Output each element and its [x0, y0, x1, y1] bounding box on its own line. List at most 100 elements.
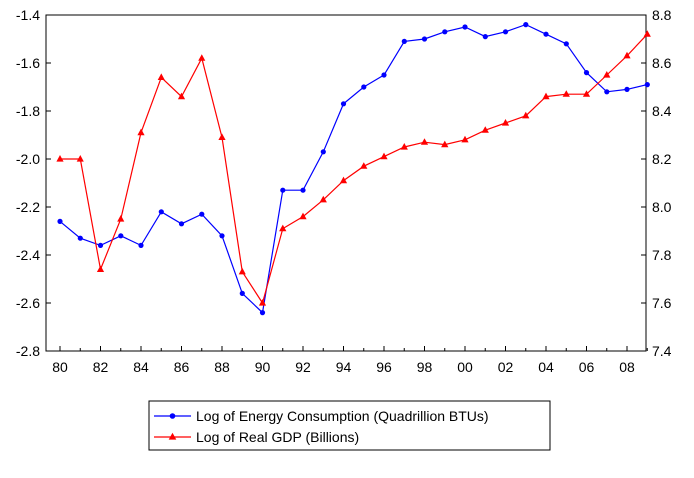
x-tick-label: 06	[579, 359, 595, 375]
gdp-point	[441, 140, 449, 148]
energy-point	[259, 310, 266, 316]
gdp-point	[522, 111, 530, 119]
energy-point	[401, 38, 407, 45]
energy-point	[340, 101, 347, 107]
x-tick-label: 82	[93, 359, 109, 375]
series-layer	[56, 22, 651, 316]
series-line-energy	[59, 23, 648, 314]
energy-point	[118, 233, 124, 239]
energy-point	[199, 211, 205, 217]
x-tick-label: 86	[174, 359, 190, 375]
energy-point	[300, 187, 306, 193]
gdp-point	[157, 73, 165, 80]
left-tick-label: -1.8	[16, 103, 40, 119]
energy-point	[543, 31, 549, 37]
legend-energy-label: Log of Energy Consumption (Quadrillion B…	[196, 408, 489, 424]
legend: Log of Energy Consumption (Quadrillion B…	[148, 400, 551, 451]
gdp-point	[198, 54, 206, 61]
gdp-point	[279, 224, 287, 232]
energy-point	[644, 82, 650, 88]
gdp-point	[137, 128, 145, 136]
gdp-point	[339, 176, 348, 184]
gdp-point	[643, 30, 651, 37]
tick-layer: -1.4 -1.6 -1.8 -2.0 -2.2 -2.4 -2.6 -2.8 8.8 8.6 8.…	[16, 7, 672, 375]
gdp-point	[238, 267, 246, 275]
energy-point	[421, 36, 428, 42]
left-tick-label: -2.6	[16, 295, 40, 311]
x-tick-label: 94	[336, 359, 352, 375]
x-tick-label: 08	[619, 359, 635, 375]
energy-point	[502, 29, 509, 35]
left-tick-label: -1.4	[16, 7, 40, 23]
gdp-point	[56, 155, 64, 162]
x-tick-label: 04	[538, 359, 554, 375]
energy-point	[280, 187, 286, 193]
gdp-point	[380, 152, 388, 160]
legend-gdp-label: Log of Real GDP (Billions)	[196, 429, 359, 445]
gdp-point	[76, 155, 84, 162]
energy-point	[583, 70, 590, 76]
legend-energy-marker	[169, 413, 176, 419]
legend-box	[148, 400, 551, 451]
energy-point	[138, 242, 144, 248]
energy-point	[563, 41, 569, 47]
legend-gdp-marker	[168, 432, 177, 440]
energy-point	[361, 84, 367, 90]
left-tick-label: -2.2	[16, 199, 40, 215]
gdp-point	[258, 299, 267, 306]
x-tick-label: 80	[52, 359, 68, 375]
energy-point	[320, 149, 326, 155]
gdp-point	[461, 135, 469, 143]
energy-point	[97, 242, 104, 248]
right-tick-label: 8.6	[652, 55, 672, 71]
gdp-point	[623, 51, 631, 59]
gdp-point	[481, 126, 489, 133]
energy-point	[239, 290, 245, 296]
energy-point	[482, 34, 488, 40]
energy-point	[219, 233, 225, 239]
energy-point	[178, 221, 185, 227]
gdp-point	[117, 215, 125, 222]
energy-point	[57, 218, 63, 224]
right-tick-label: 8.4	[652, 103, 672, 119]
left-tick-label: -2.8	[16, 343, 40, 359]
x-tick-label: 92	[295, 359, 311, 375]
x-tick-label: 84	[133, 359, 149, 375]
right-tick-label: 7.4	[652, 343, 672, 359]
x-tick-label: 02	[498, 359, 514, 375]
left-tick-label: -1.6	[16, 55, 40, 71]
gdp-point	[218, 133, 226, 140]
right-tick-label: 8.2	[652, 151, 672, 167]
gdp-point	[603, 71, 611, 78]
gdp-point	[542, 92, 550, 100]
x-tick-label: 00	[457, 359, 473, 375]
right-tick-label: 8.8	[652, 7, 672, 23]
right-tick-label: 7.6	[652, 295, 672, 311]
energy-point	[624, 86, 630, 92]
gdp-point	[501, 119, 510, 126]
right-tick-label: 7.8	[652, 247, 672, 263]
energy-point	[523, 22, 529, 28]
gdp-point	[400, 143, 408, 150]
energy-point	[158, 209, 164, 215]
x-tick-label: 96	[376, 359, 392, 375]
gdp-point	[562, 90, 570, 97]
gdp-point	[420, 138, 429, 145]
energy-point	[442, 29, 448, 35]
left-tick-label: -2.4	[16, 247, 40, 263]
right-tick-label: 8.0	[652, 199, 672, 215]
x-tick-label: 88	[214, 359, 230, 375]
energy-point	[77, 235, 83, 241]
gdp-point	[582, 90, 591, 97]
gdp-point	[319, 195, 327, 203]
gdp-point	[177, 92, 186, 100]
x-tick-label: 98	[417, 359, 433, 375]
energy-point	[381, 72, 387, 78]
gdp-point	[96, 265, 105, 272]
energy-point	[462, 24, 468, 30]
series-line-gdp	[60, 33, 648, 305]
energy-point	[604, 89, 610, 95]
gdp-point	[299, 212, 307, 220]
gdp-point	[360, 162, 368, 169]
